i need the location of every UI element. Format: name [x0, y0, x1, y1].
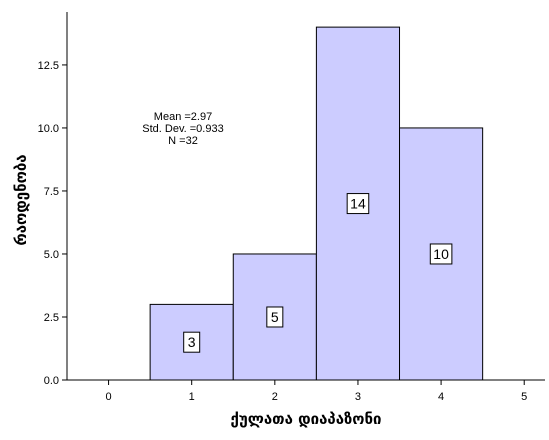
stats-line-2: Std. Dev. =0.933	[142, 123, 223, 135]
bar-count-box	[346, 193, 370, 215]
bar-count-text: 3	[188, 334, 196, 350]
bar-count-text: 10	[433, 246, 449, 262]
bar-count-box	[183, 331, 201, 353]
count-labels: 3 5 14 10	[183, 193, 453, 353]
stats-line-1: Mean =2.97	[154, 111, 212, 123]
stats-line-3: N =32	[168, 135, 198, 147]
y-ticks: 0.0 2.5 5.0 7.5 10.0 12.5	[38, 60, 67, 387]
bars-layer	[149, 26, 484, 381]
y-tick-label: 10.0	[38, 123, 59, 135]
y-axis-title: რაოდენობა	[12, 154, 30, 245]
bar-count-label-3: 14	[346, 193, 370, 215]
x-tick-label: 4	[438, 391, 444, 403]
bar-count-label-4: 10	[429, 243, 453, 265]
x-tick-label: 0	[106, 391, 112, 403]
x-tick-label: 1	[189, 391, 195, 403]
y-tick-label: 5.0	[44, 249, 59, 261]
x-ticks: 0 1 2 3 4 5	[106, 380, 527, 403]
x-tick-label: 2	[272, 391, 278, 403]
bar-count-text: 5	[271, 309, 279, 325]
y-tick-label: 7.5	[44, 186, 59, 198]
x-axis-title: ქულათა დიაპაზონი	[231, 410, 382, 428]
bar-count-box	[266, 306, 284, 328]
x-tick-label: 3	[355, 391, 361, 403]
y-tick-label: 12.5	[38, 60, 59, 72]
bar-count-label-2: 5	[266, 306, 284, 328]
bar-count-text: 14	[350, 196, 366, 212]
bar-count-label-1: 3	[183, 331, 201, 353]
bar-count-box	[429, 243, 453, 265]
y-tick-label: 0.0	[44, 375, 59, 387]
y-tick-label: 2.5	[44, 312, 59, 324]
x-tick-label: 5	[521, 391, 527, 403]
